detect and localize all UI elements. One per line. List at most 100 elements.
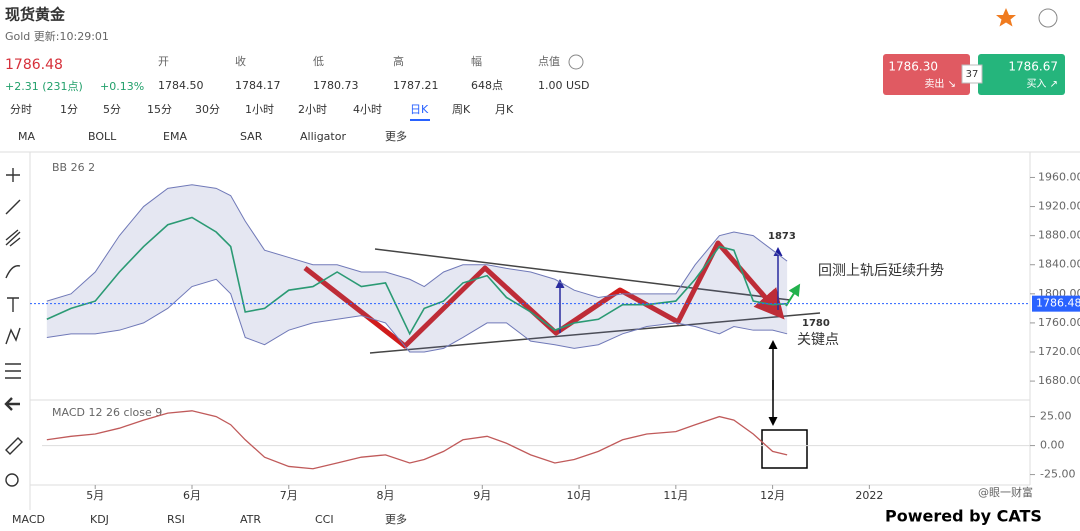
indicator[interactable]: MA <box>18 130 35 143</box>
timeframe[interactable]: 月K <box>495 103 514 116</box>
band-upper <box>46 184 788 302</box>
change-pct: +0.13% <box>100 80 144 93</box>
line-tool[interactable] <box>5 199 21 215</box>
spread-box <box>961 64 983 84</box>
x-tick-label: 9月 <box>473 489 491 502</box>
indicator[interactable]: ATR <box>240 513 261 526</box>
text-tool[interactable] <box>7 297 19 312</box>
x-tick-label: 7月 <box>280 489 298 502</box>
x-tick-label: 2022 <box>855 489 883 502</box>
y-tick-label: 0.00 <box>1040 439 1065 452</box>
star-icon[interactable] <box>996 8 1016 27</box>
timeframe[interactable]: 4小时 <box>353 103 382 116</box>
timeframe[interactable]: 2小时 <box>298 103 327 116</box>
stat-value: 1784.50 <box>158 79 204 92</box>
timeframe[interactable]: 30分 <box>195 103 220 116</box>
annotation: 1873 <box>768 231 796 242</box>
stat-value: 1.00 USD <box>538 79 590 92</box>
band-lower <box>46 278 788 353</box>
price-line <box>46 216 788 336</box>
band-fill <box>46 184 788 352</box>
y-tick-label: -25.00 <box>1040 468 1075 481</box>
buy-label: 买入 ↗ <box>1026 78 1058 90</box>
sell-price: 1786.30 <box>888 60 938 74</box>
y-tick-label: 1680.00 <box>1038 374 1080 387</box>
indicator[interactable]: CCI <box>315 513 334 526</box>
help-icon[interactable] <box>568 54 584 70</box>
stat-label: 高 <box>393 54 404 68</box>
indicator[interactable]: SAR <box>240 130 263 143</box>
stat-value: 1787.21 <box>393 79 439 92</box>
info-icon[interactable] <box>1038 8 1058 28</box>
stat-label: 开 <box>158 55 169 68</box>
annotation: 回测上轨后延续升势 <box>818 262 944 279</box>
stat-label: 低 <box>313 55 324 68</box>
stat-value: 1784.17 <box>235 79 281 92</box>
annotation: 关键点 <box>797 332 839 348</box>
y-tick-label: 1760.00 <box>1038 316 1080 329</box>
stat-label: 幅 <box>471 55 482 68</box>
timeframe[interactable]: 日K <box>410 103 429 116</box>
indicator[interactable]: EMA <box>163 130 187 143</box>
powered-by: Powered by CATS <box>885 507 1042 526</box>
title: 现货黄金 <box>5 6 66 24</box>
key-box <box>761 429 808 469</box>
y-tick-label: 1840.00 <box>1038 258 1080 271</box>
timeframe[interactable]: 周K <box>452 103 471 116</box>
fib-tool[interactable] <box>5 229 21 247</box>
buy-button[interactable] <box>978 54 1065 95</box>
ruler-tool[interactable] <box>5 437 23 455</box>
timeframe[interactable]: 5分 <box>103 103 121 116</box>
x-tick-label: 12月 <box>760 489 785 502</box>
indicator[interactable]: 更多 <box>385 512 407 526</box>
green-arrow <box>785 283 801 307</box>
indicator[interactable]: BOLL <box>88 130 117 143</box>
indicator[interactable]: KDJ <box>90 513 109 526</box>
annotation: 1780 <box>802 318 830 329</box>
toolbar <box>4 168 23 487</box>
y-tick-label: 25.00 <box>1040 410 1072 423</box>
spread: 37 <box>966 69 979 80</box>
indicator[interactable]: Alligator <box>300 130 346 143</box>
indicator[interactable]: RSI <box>167 513 185 526</box>
indicator[interactable]: 更多 <box>385 129 407 143</box>
x-tick-label: 8月 <box>377 489 395 502</box>
crosshair-tool[interactable] <box>6 168 20 182</box>
change: +2.31 (231点) <box>5 80 83 93</box>
back-tool[interactable] <box>4 397 20 411</box>
sell-label: 卖出 ↘ <box>924 77 956 90</box>
stat-label: 点值 <box>538 55 560 68</box>
y-tick-label: 1960.00 <box>1038 170 1080 183</box>
subtitle: Gold 更新:10:29:01 <box>5 29 109 43</box>
sell-button[interactable] <box>883 54 970 95</box>
active-underline <box>410 119 430 121</box>
trend-line <box>374 248 791 301</box>
buy-price: 1786.67 <box>1008 60 1058 74</box>
y-tick-label: 1920.00 <box>1038 200 1080 213</box>
bb-label: BB 26 2 <box>52 161 95 174</box>
trend-line <box>369 312 821 354</box>
timeframe[interactable]: 1小时 <box>245 103 274 116</box>
stat-label: 收 <box>235 54 246 68</box>
last-price-box <box>1032 295 1080 312</box>
x-tick-label: 5月 <box>86 489 104 502</box>
brush-tool[interactable] <box>5 265 21 279</box>
watermark: @眼一财富 <box>978 485 1033 499</box>
pattern-tool[interactable] <box>5 327 21 345</box>
y-tick-label: 1720.00 <box>1038 345 1080 358</box>
timeframe[interactable]: 1分 <box>60 103 78 116</box>
timeframe[interactable]: 15分 <box>147 103 172 116</box>
measure-tool[interactable] <box>5 363 21 379</box>
zoom-tool[interactable] <box>5 473 19 487</box>
macd-line <box>46 410 788 470</box>
macd-label: MACD 12 26 close 9 <box>52 406 162 419</box>
x-tick-label: 10月 <box>567 489 592 502</box>
price: 1786.48 <box>5 57 63 73</box>
x-tick-label: 11月 <box>663 489 688 502</box>
timeframe[interactable]: 分时 <box>10 103 32 116</box>
stat-value: 1780.73 <box>313 79 359 92</box>
indicator[interactable]: MACD <box>12 513 45 526</box>
y-tick-label: 1880.00 <box>1038 229 1080 242</box>
x-tick-label: 6月 <box>183 489 201 502</box>
